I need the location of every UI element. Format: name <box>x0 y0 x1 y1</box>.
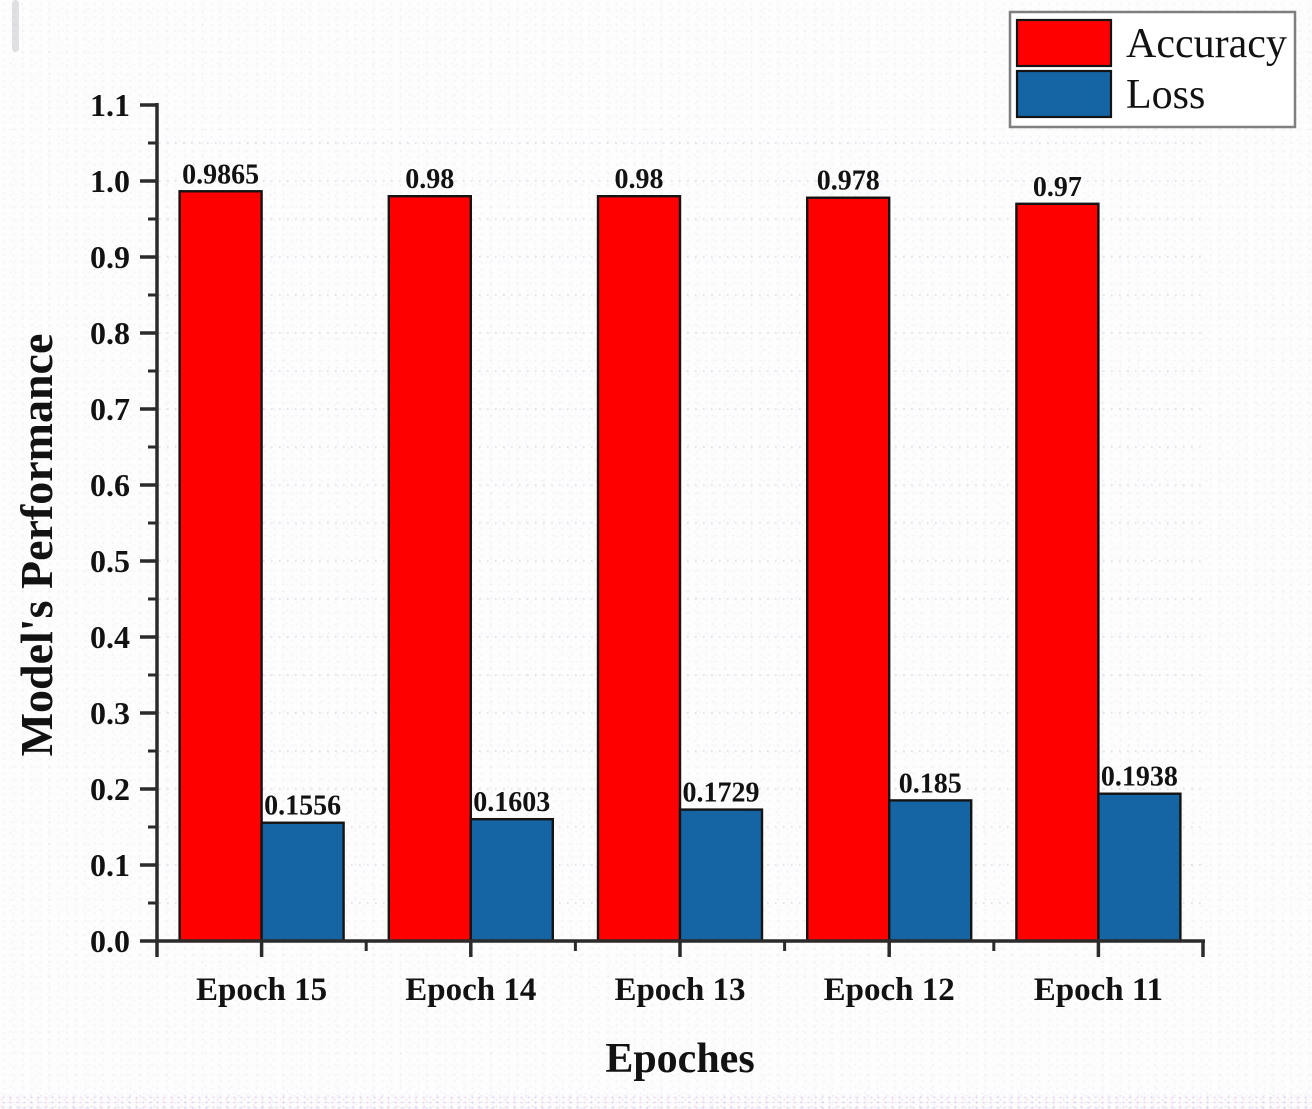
legend-loss-swatch <box>1015 69 1113 119</box>
y-tick-label: 0.2 <box>90 771 130 807</box>
bar-accuracy-epoch-13 <box>596 194 682 943</box>
scan-artifact <box>12 0 19 52</box>
x-tick-label-epoch-14: Epoch 14 <box>405 972 536 1008</box>
bar-accuracy-epoch-14 <box>387 194 472 943</box>
y-tick-label: 0.3 <box>90 695 130 731</box>
x-tick-label-epoch-11: Epoch 11 <box>1034 972 1163 1008</box>
y-axis: 0.0 0.1 0.2 0.3 0.4 0.5 0.6 0.7 0.8 0.9 1.0 1.1 <box>90 87 159 959</box>
x-tick-label-epoch-13: Epoch 13 <box>614 972 745 1008</box>
y-tick-label: 0.8 <box>90 315 130 351</box>
x-tick-label-epoch-15: Epoch 15 <box>196 972 327 1008</box>
value-label-accuracy-epoch-12: 0.978 <box>817 166 880 197</box>
legend-accuracy-swatch <box>1015 18 1113 68</box>
bar-accuracy-epoch-12 <box>806 196 891 943</box>
bars: 0.9865 0.1556 0.98 0.1603 0.98 0.1729 0.978 0.1… <box>178 159 1182 943</box>
y-tick-label: 0.4 <box>90 619 130 655</box>
value-label-accuracy-epoch-11: 0.97 <box>1033 172 1082 203</box>
legend: Accuracy Loss <box>1008 10 1297 129</box>
x-axis-title: Epoches <box>605 1036 754 1082</box>
value-label-loss-epoch-11: 0.1938 <box>1101 762 1178 793</box>
value-label-accuracy-epoch-14: 0.98 <box>405 164 454 195</box>
y-tick-label: 0.5 <box>90 543 130 579</box>
value-label-loss-epoch-14: 0.1603 <box>473 787 550 818</box>
value-label-accuracy-epoch-15: 0.9865 <box>182 159 259 190</box>
bar-loss-epoch-15 <box>260 821 345 943</box>
value-label-loss-epoch-13: 0.1729 <box>683 778 760 809</box>
value-label-loss-epoch-15: 0.1556 <box>264 791 341 822</box>
y-tick-label: 0.6 <box>90 467 130 503</box>
y-axis-title: Model's Performance <box>11 334 62 757</box>
x-tick-label-epoch-12: Epoch 12 <box>824 972 955 1008</box>
bar-loss-epoch-14 <box>469 817 554 943</box>
y-tick-label: 0.1 <box>90 847 130 883</box>
y-tick-label: 0.7 <box>90 391 130 427</box>
scan-noise-band <box>0 1093 1312 1109</box>
legend-label-loss: Loss <box>1126 72 1205 118</box>
y-tick-label: 1.1 <box>90 87 130 123</box>
value-label-accuracy-epoch-13: 0.98 <box>615 164 664 195</box>
legend-label-accuracy: Accuracy <box>1126 21 1287 67</box>
bar-accuracy-epoch-15 <box>178 190 263 943</box>
bar-accuracy-epoch-11 <box>1015 202 1100 943</box>
bar-loss-epoch-12 <box>888 799 973 943</box>
y-tick-label: 0.0 <box>90 923 130 959</box>
y-tick-label: 0.9 <box>90 239 130 275</box>
x-axis: Epoch 15 Epoch 14 Epoch 13 Epoch 12 Epoch 11 <box>155 939 1205 1008</box>
y-tick-label: 1.0 <box>90 163 130 199</box>
bar-loss-epoch-13 <box>678 808 764 943</box>
value-label-loss-epoch-12: 0.185 <box>899 768 962 799</box>
bar-loss-epoch-11 <box>1097 792 1182 943</box>
